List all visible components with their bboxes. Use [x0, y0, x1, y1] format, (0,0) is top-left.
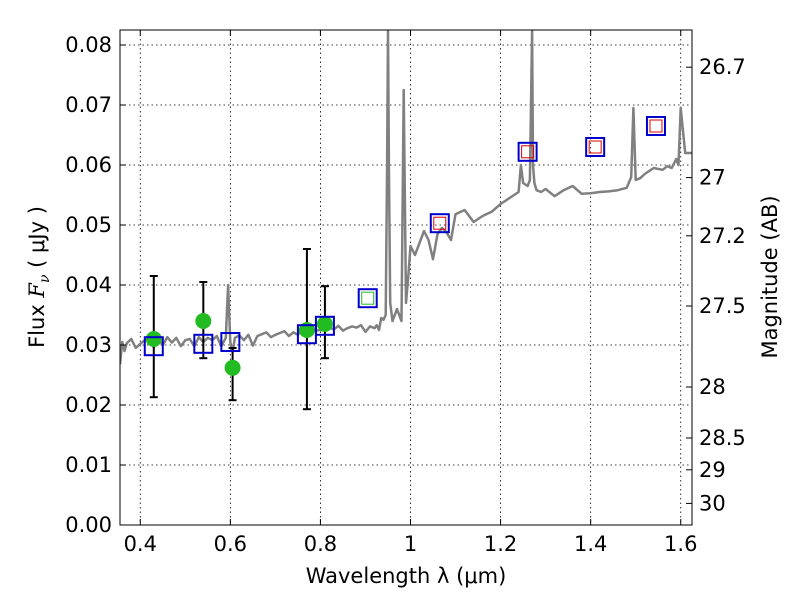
y-tick-label: 0.06: [65, 153, 112, 177]
axis-ticks: 0.4 0.6 0.8 1 1.2 1.4 1.6 0.00 0.01 0.02 0.03 0.04 0…: [65, 30, 746, 556]
y-tick-label: 0.05: [65, 213, 112, 237]
x-tick-label: 0.4: [124, 532, 157, 556]
data-point-open-square: [433, 216, 447, 230]
spectrum-line: [120, 30, 692, 365]
right-tick-label: 28.5: [699, 426, 746, 450]
x-tick-label: 1: [404, 532, 417, 556]
y-axis-label-suffix: ( μJy ): [25, 206, 49, 274]
x-tick-label: 1.6: [664, 532, 697, 556]
data-point-square: [220, 332, 241, 352]
data-point-open-square: [649, 119, 663, 133]
data-point-square: [314, 315, 335, 336]
grid: [120, 30, 692, 526]
data-point-open-square: [521, 145, 535, 159]
data-point-square: [429, 213, 450, 234]
y-tick-label: 0.07: [65, 93, 112, 117]
right-tick-label: 27.5: [699, 294, 746, 318]
data-point-circle: [316, 316, 333, 332]
plot-area: [120, 30, 692, 411]
data-point-square: [645, 116, 666, 136]
y-tick-label: 0.08: [65, 33, 112, 57]
right-tick-label: 27: [699, 166, 726, 190]
right-tick-label: 30: [699, 491, 726, 515]
data-point-square: [193, 333, 214, 354]
right-tick-label: 26.7: [699, 55, 746, 79]
data-point-open-square: [588, 140, 602, 154]
data-point-circle: [145, 331, 162, 347]
data-point-circle: [224, 359, 241, 376]
y-tick-label: 0.01: [65, 453, 112, 477]
plot-frame: [119, 29, 693, 526]
right-tick-label: 28: [699, 375, 726, 399]
right-tick-label: 29: [699, 458, 726, 482]
y-axis-label-subscript: ν: [37, 274, 53, 283]
y-tick-label: 0.00: [65, 513, 112, 537]
data-point-circle: [195, 313, 212, 329]
x-tick-label: 1.2: [484, 532, 517, 556]
data-point-square: [357, 288, 378, 309]
x-tick-label: 0.6: [214, 532, 247, 556]
y-axis-label: Flux Fν ( μJy ): [25, 206, 53, 348]
data-point-square: [517, 141, 538, 162]
data-point-square: [143, 336, 164, 357]
right-axis-label: Magnitude (AB): [758, 195, 782, 358]
y-axis-label-prefix: Flux: [25, 298, 49, 348]
x-tick-label: 1.4: [574, 532, 607, 556]
data-point-square: [585, 137, 606, 157]
y-tick-label: 0.04: [65, 273, 112, 297]
x-tick-label: 0.8: [304, 532, 337, 556]
x-axis-label: Wavelength λ (μm): [306, 564, 507, 588]
data-point-open-square: [361, 291, 375, 305]
y-axis-label-symbol: F: [25, 282, 49, 299]
right-tick-label: 27.2: [699, 224, 746, 248]
y-tick-label: 0.02: [65, 393, 112, 417]
y-tick-label: 0.03: [65, 333, 112, 357]
